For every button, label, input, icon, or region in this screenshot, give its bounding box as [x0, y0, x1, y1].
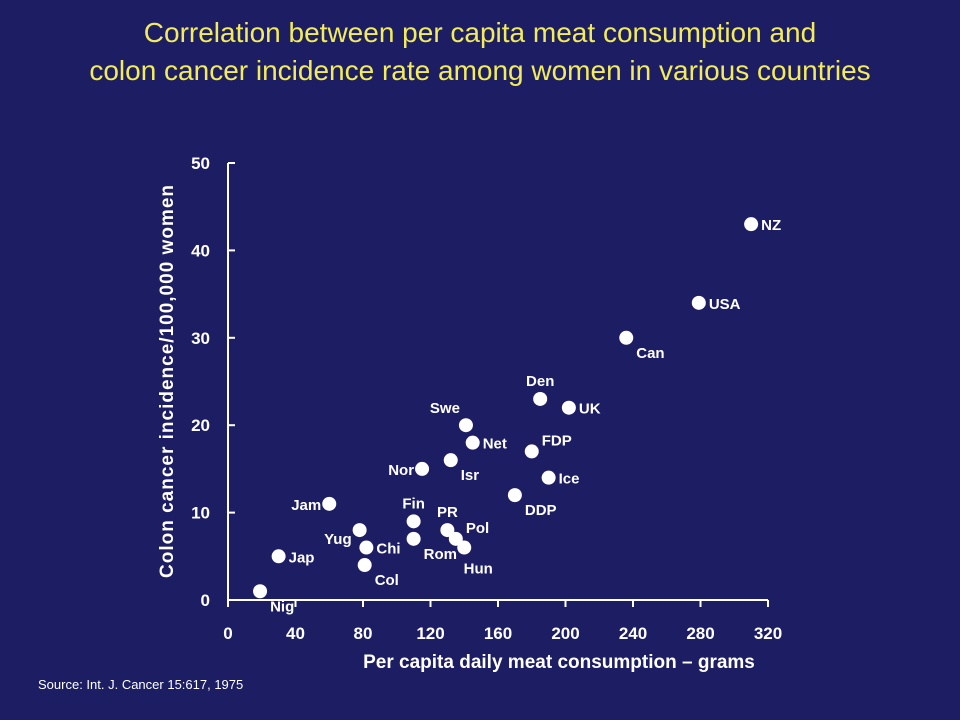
- data-point-pol: [448, 531, 463, 546]
- data-point-chi: [359, 540, 374, 555]
- data-label-net: Net: [483, 436, 507, 453]
- data-label-fdp: FDP: [542, 432, 572, 449]
- x-tick-label: 160: [484, 624, 512, 643]
- data-point-fin: [406, 514, 421, 529]
- data-label-fin: Fin: [402, 495, 425, 512]
- x-tick-label: 40: [286, 624, 305, 643]
- data-point-net: [465, 435, 480, 450]
- y-tick-label: 20: [191, 416, 210, 435]
- data-label-pr: PR: [437, 504, 458, 521]
- data-point-swe: [458, 418, 473, 433]
- y-tick-label: 10: [191, 504, 210, 523]
- data-point-isr: [443, 453, 458, 468]
- x-tick-label: 320: [754, 624, 782, 643]
- data-label-pol: Pol: [466, 520, 489, 537]
- data-label-jam: Jam: [291, 497, 321, 514]
- data-label-yug: Yug: [324, 531, 352, 548]
- data-point-ddp: [507, 488, 522, 503]
- y-tick-label: 0: [201, 591, 210, 610]
- y-tick-label: 50: [191, 154, 210, 173]
- data-label-hun: Hun: [464, 561, 493, 578]
- data-point-nz: [744, 217, 759, 232]
- data-label-col: Col: [375, 572, 399, 589]
- y-tick-label: 30: [191, 329, 210, 348]
- x-tick-label: 280: [686, 624, 714, 643]
- data-point-nig: [253, 584, 268, 599]
- data-label-uk: UK: [579, 401, 601, 418]
- data-label-jap: Jap: [289, 549, 315, 566]
- chart-title-line-2: colon cancer incidence rate among women …: [89, 55, 871, 86]
- x-tick-label: 200: [551, 624, 579, 643]
- data-point-can: [619, 330, 634, 345]
- data-label-rom: Rom: [424, 546, 457, 563]
- data-label-can: Can: [636, 345, 664, 362]
- data-point-fdp: [524, 444, 539, 459]
- source-note: Source: Int. J. Cancer 15:617, 1975: [38, 677, 244, 692]
- data-label-den: Den: [526, 373, 554, 390]
- data-label-ddp: DDP: [525, 502, 557, 519]
- data-point-ice: [541, 470, 556, 485]
- data-point-rom: [406, 531, 421, 546]
- data-label-ice: Ice: [559, 471, 580, 488]
- x-tick-label: 120: [416, 624, 444, 643]
- data-label-nz: NZ: [761, 217, 781, 234]
- y-tick-label: 40: [191, 241, 210, 260]
- x-tick-label: 0: [223, 624, 232, 643]
- x-tick-label: 240: [619, 624, 647, 643]
- data-point-den: [533, 391, 548, 406]
- data-label-usa: USA: [709, 296, 741, 313]
- data-label-nig: Nig: [270, 598, 294, 615]
- data-point-col: [357, 558, 372, 573]
- data-label-chi: Chi: [376, 541, 400, 558]
- data-label-swe: Swe: [430, 400, 460, 417]
- x-tick-label: 80: [354, 624, 373, 643]
- x-axis-label: Per capita daily meat consumption – gram…: [363, 652, 755, 673]
- data-point-usa: [691, 295, 706, 310]
- data-point-nor: [415, 461, 430, 476]
- data-point-uk: [561, 400, 576, 415]
- chart-title: Correlation between per capita meat cons…: [0, 14, 960, 90]
- chart-title-line-1: Correlation between per capita meat cons…: [143, 17, 817, 48]
- data-point-hun: [457, 540, 472, 555]
- data-point-yug: [352, 523, 367, 538]
- data-point-pr: [440, 523, 455, 538]
- data-label-isr: Isr: [461, 467, 480, 484]
- data-point-jap: [271, 549, 286, 564]
- y-axis-label: Colon cancer incidence/100,000 women: [157, 184, 178, 578]
- data-label-nor: Nor: [388, 462, 414, 479]
- data-point-jam: [322, 496, 337, 511]
